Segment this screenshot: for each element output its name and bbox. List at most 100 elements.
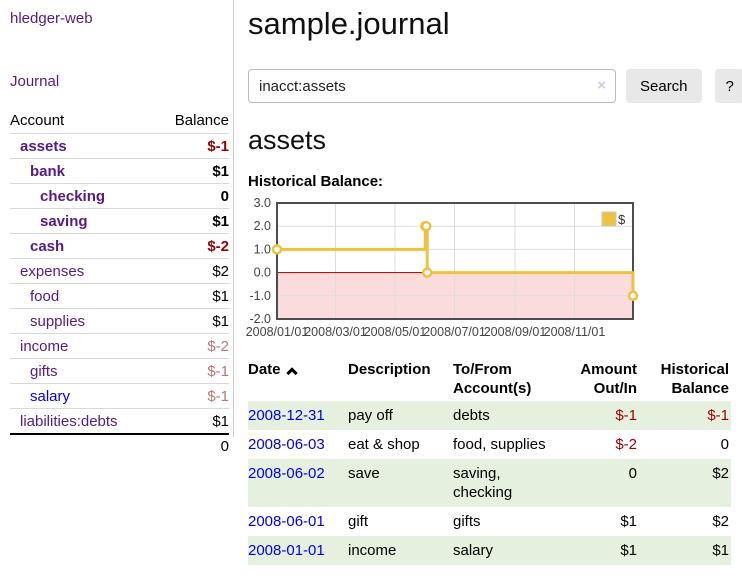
transaction-accounts: saving, checking [453, 465, 513, 501]
transaction-amount: 0 [628, 465, 637, 482]
accounts-table-header: Account Balance [10, 108, 229, 133]
chart-title: Historical Balance: [248, 173, 384, 190]
account-link-cash[interactable]: cash [30, 237, 65, 255]
app-layout: hledger-web Journal Account Balance asse… [0, 0, 742, 565]
account-link-liabilities-debts[interactable]: liabilities:debts [20, 412, 118, 430]
account-balance: $2 [212, 262, 229, 280]
balance-chart[interactable]: $3.0 2.0 1.0 0.0 -1.0 -2.0 2008/01/01 2008/03/0… [246, 196, 742, 344]
account-row: liabilities:debts $1 [10, 408, 229, 433]
account-balance: $-1 [207, 387, 229, 405]
date-column-header[interactable]: Date [248, 356, 348, 401]
amount-column-header: Amount Out/In [580, 361, 637, 397]
page-title: sample.journal [248, 6, 450, 41]
account-link-expenses[interactable]: expenses [20, 262, 85, 280]
description-column-header: Description [348, 361, 431, 378]
transaction-date-link[interactable]: 2008-06-02 [248, 465, 325, 482]
app-title-link[interactable]: hledger-web [10, 10, 93, 27]
register-row: 2008-12-31 pay off debts $-1 $-1 [248, 401, 731, 430]
account-link-food[interactable]: food [30, 287, 60, 305]
account-row: food $1 [10, 283, 229, 308]
register-row: 2008-06-02 save saving, checking 0 $2 [248, 459, 731, 507]
account-row: supplies $1 [10, 308, 229, 333]
account-row: saving $1 [10, 208, 229, 233]
balance-column-header: Historical Balance [660, 361, 729, 397]
search-bar: × Search ? [248, 69, 742, 103]
account-link-assets[interactable]: assets [20, 137, 67, 155]
account-row: bank $1 [10, 158, 229, 183]
account-balance: $1 [212, 312, 229, 330]
transaction-balance: $2 [712, 465, 729, 482]
accounts-column-header: To/From Account(s) [453, 361, 532, 397]
register-row: 2008-01-01 income salary $1 $1 [248, 536, 731, 565]
transaction-balance: $-1 [707, 407, 729, 424]
transaction-accounts: salary [453, 542, 494, 559]
svg-text:2008/05/01: 2008/05/01 [364, 325, 427, 339]
help-button[interactable]: ? [714, 69, 742, 103]
account-row: income $-2 [10, 333, 229, 358]
account-balance: $-1 [207, 362, 229, 380]
transaction-description: gift [348, 513, 369, 530]
date-header-label: Date [248, 361, 281, 378]
account-link-saving[interactable]: saving [40, 212, 88, 230]
sidebar: hledger-web Journal Account Balance asse… [0, 0, 234, 565]
transaction-amount: $1 [620, 542, 637, 559]
search-input-wrap: × [248, 69, 616, 103]
transaction-date-link[interactable]: 2008-06-01 [248, 513, 325, 530]
account-link-income[interactable]: income [20, 337, 69, 355]
register-header-row: Date Description To/From Account(s) Amou… [248, 356, 731, 401]
transaction-date-link[interactable]: 2008-01-01 [248, 542, 325, 559]
account-row: expenses $2 [10, 258, 229, 283]
account-link-supplies[interactable]: supplies [30, 312, 86, 330]
account-link-gifts[interactable]: gifts [30, 362, 58, 380]
account-row: checking 0 [10, 183, 229, 208]
register-row: 2008-06-01 gift gifts $1 $2 [248, 507, 731, 536]
account-balance: $-2 [207, 337, 229, 355]
accounts-total-value: 0 [220, 438, 229, 455]
account-link-salary[interactable]: salary [30, 387, 71, 405]
accounts-total-row: 0 [10, 433, 229, 458]
svg-text:2008/07/01: 2008/07/01 [423, 325, 486, 339]
account-balance: $1 [212, 412, 229, 430]
account-link-bank[interactable]: bank [30, 162, 66, 180]
transaction-description: income [348, 542, 397, 559]
transaction-accounts: food, supplies [453, 436, 546, 453]
transaction-accounts: gifts [453, 513, 481, 530]
search-button[interactable]: Search [626, 69, 702, 103]
transaction-amount: $1 [620, 513, 637, 530]
account-column-header: Account [10, 112, 65, 129]
svg-text:2008/03/01: 2008/03/01 [304, 325, 367, 339]
account-row: salary $-1 [10, 383, 229, 408]
transaction-date-link[interactable]: 2008-12-31 [248, 407, 325, 424]
register-row: 2008-06-03 eat & shop food, supplies $-2… [248, 430, 731, 459]
transaction-date-link[interactable]: 2008-06-03 [248, 436, 325, 453]
svg-text:2.0: 2.0 [254, 219, 271, 233]
register-table: Date Description To/From Account(s) Amou… [248, 356, 731, 565]
transaction-description: eat & shop [348, 436, 420, 453]
account-balance: $1 [212, 212, 229, 230]
main-content: sample.journal × Search ? assets Histori… [234, 0, 742, 565]
transaction-balance: $2 [712, 513, 729, 530]
clear-search-icon[interactable]: × [597, 77, 606, 94]
transaction-accounts: debts [453, 407, 490, 424]
account-balance: $-2 [207, 237, 229, 255]
sort-ascending-icon [285, 367, 298, 379]
account-row: assets $-1 [10, 133, 229, 158]
svg-text:3.0: 3.0 [254, 196, 271, 210]
transaction-balance: 0 [720, 436, 729, 453]
account-balance: $-1 [207, 137, 229, 155]
svg-text:0.0: 0.0 [254, 266, 271, 280]
sidebar-divider [233, 0, 234, 437]
account-balance: $1 [212, 287, 229, 305]
search-input[interactable] [248, 69, 616, 103]
account-row: gifts $-1 [10, 358, 229, 383]
account-link-checking[interactable]: checking [40, 187, 106, 205]
svg-text:-1.0: -1.0 [249, 289, 271, 303]
svg-text:2008/01/01: 2008/01/01 [246, 325, 309, 339]
svg-text:1.0: 1.0 [254, 242, 271, 256]
balance-column-header: Balance [174, 112, 229, 129]
svg-text:$: $ [618, 212, 626, 227]
transaction-balance: $1 [712, 542, 729, 559]
sidebar-item-journal[interactable]: Journal [10, 73, 60, 90]
transaction-amount: $-1 [615, 407, 637, 424]
transaction-amount: $-2 [615, 436, 637, 453]
